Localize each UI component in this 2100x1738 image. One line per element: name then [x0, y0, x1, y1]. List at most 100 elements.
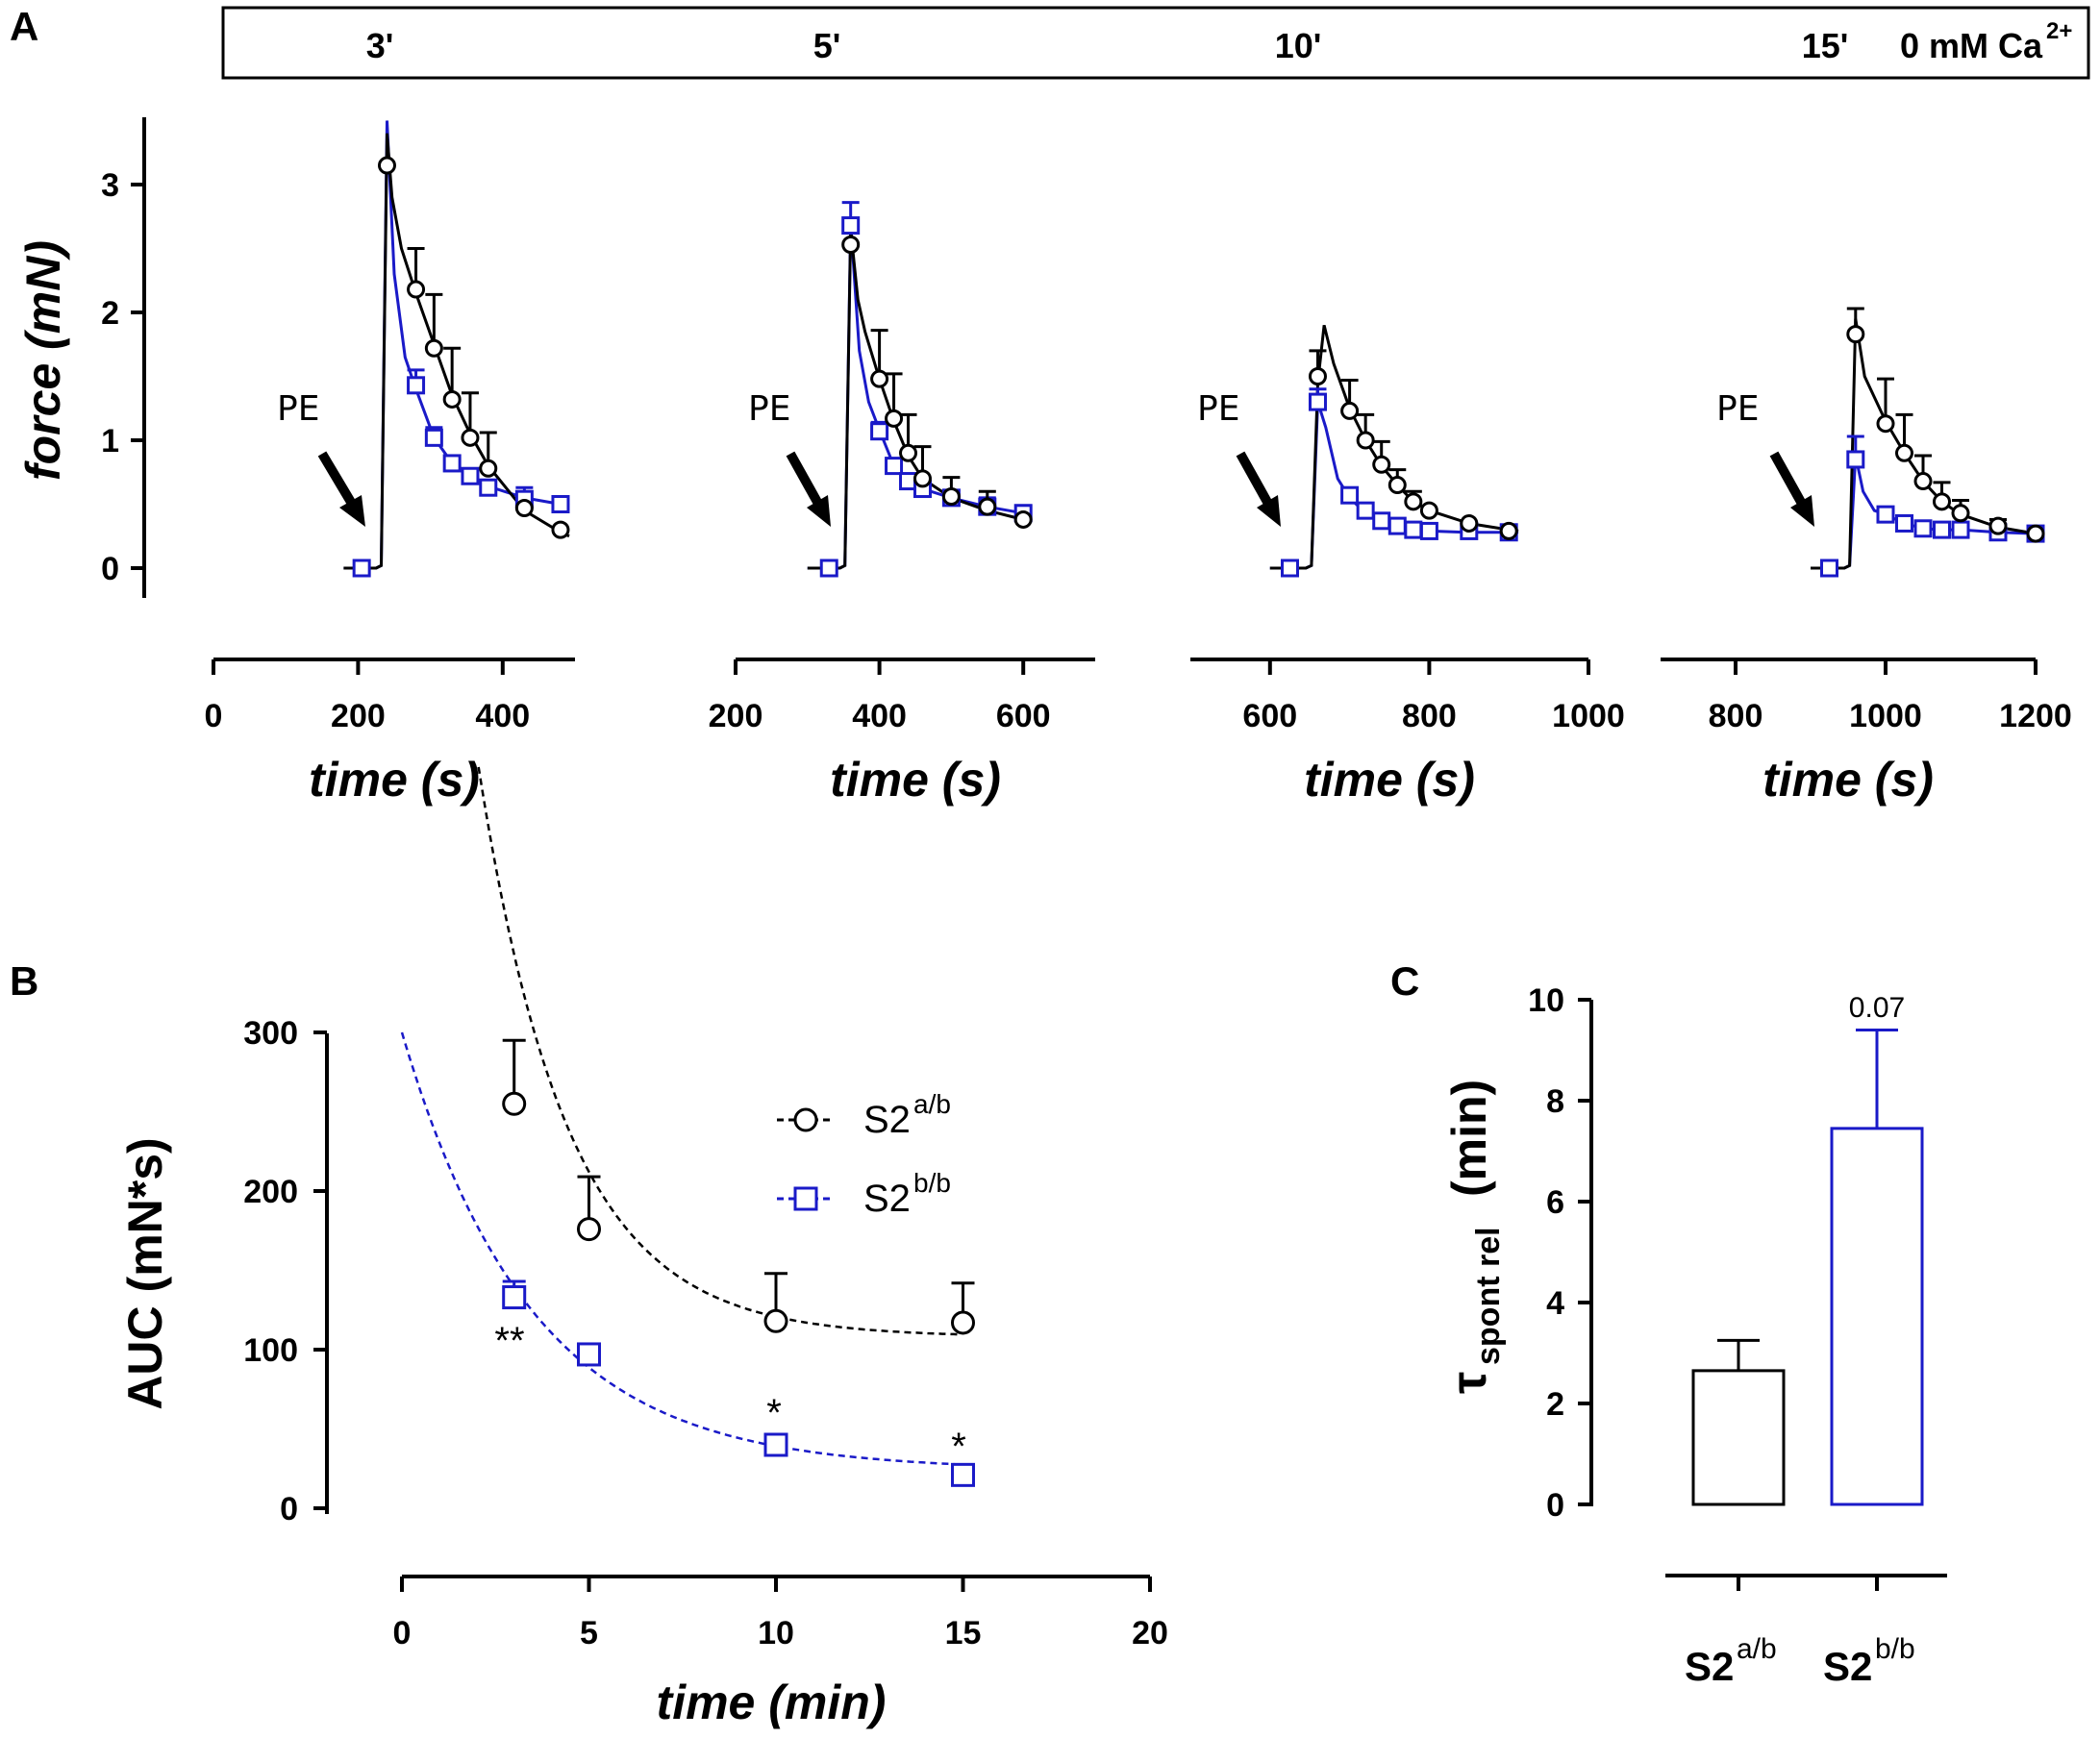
- s2bb-trace: [343, 120, 570, 570]
- s2ab-point: [577, 1217, 601, 1242]
- pe-arrow-15: [1769, 451, 1814, 527]
- c-ytick-label: 4: [1546, 1285, 1564, 1322]
- s2bb-trace: [1811, 455, 2045, 570]
- legend-square-marker: [793, 1186, 818, 1211]
- a-x-axis-label: time (s): [830, 753, 1001, 807]
- b-ytick-label: 200: [243, 1174, 298, 1210]
- a-y-axis-label: force (mN): [16, 240, 70, 481]
- bar-label-5: 5': [813, 26, 841, 65]
- s2bb-point: [819, 559, 838, 578]
- a-subplot-3min: 0 200 400 time (s): [205, 120, 575, 807]
- s2ab-point: [442, 389, 462, 409]
- b-xtick-label: 10: [758, 1615, 794, 1651]
- pe-label-3: PE: [277, 389, 319, 429]
- s2ab-point: [1372, 455, 1391, 474]
- s2bb-point: [1308, 392, 1327, 411]
- s2ab-trace: [343, 133, 570, 570]
- s2bb-point: [1876, 505, 1895, 524]
- legend-sup-s2bb: b/b: [913, 1168, 951, 1198]
- b-legend: S2 a/b S2 b/b: [777, 1089, 951, 1220]
- legend-item-s2bb: S2 b/b: [777, 1168, 951, 1220]
- c-ylabel-unit: (min): [1442, 1080, 1496, 1197]
- s2bb-trace: [807, 222, 1033, 570]
- c-ylabel-tau: τ: [1441, 1372, 1497, 1394]
- s2bb-point: [502, 1285, 527, 1310]
- legend-circle-marker: [793, 1107, 818, 1132]
- c-ytick-label: 6: [1546, 1184, 1564, 1221]
- c-cat-label-s2ab: S2: [1685, 1644, 1734, 1689]
- s2ab-point: [899, 443, 918, 462]
- a-x-axis-label: time (s): [309, 753, 480, 807]
- s2ab-trace: [807, 229, 1033, 570]
- s2ab-point: [1895, 443, 1913, 462]
- s2ab-point: [1356, 431, 1375, 450]
- a-xtick-label: 600: [996, 698, 1051, 734]
- s2bb-point: [577, 1342, 601, 1367]
- c-s2ab-errorbar: [1717, 1338, 1760, 1371]
- a-xtick-label: 200: [709, 698, 763, 734]
- s2ab-point: [407, 280, 426, 299]
- s2ab-point: [502, 1091, 527, 1116]
- a-ytick-label-1: 1: [101, 423, 119, 459]
- c-ytick-label: 8: [1546, 1083, 1564, 1120]
- s2ab-point: [1846, 325, 1865, 344]
- s2bb-point: [841, 216, 861, 236]
- s2bb-point: [1820, 559, 1838, 578]
- s2ab-point: [2026, 524, 2045, 543]
- s2bb-point: [461, 466, 480, 485]
- bar-label-15: 15': [1802, 26, 1849, 65]
- s2ab-point: [941, 487, 961, 507]
- c-bar-s2ab: [1691, 1369, 1786, 1506]
- sig-10min: *: [766, 1392, 782, 1434]
- s2ab-point: [514, 498, 534, 517]
- s2bb-point: [551, 495, 570, 513]
- legend-item-s2ab: S2 a/b: [777, 1089, 951, 1141]
- s2bb-point: [870, 422, 889, 441]
- s2ab-point: [1404, 492, 1423, 511]
- c-cat-sup-s2ab: a/b: [1737, 1633, 1777, 1665]
- c-bar-s2bb: [1830, 1127, 1924, 1506]
- s2bb-point: [1281, 559, 1299, 578]
- s2ab-point: [763, 1308, 788, 1333]
- panel-a-label: A: [10, 4, 38, 49]
- s2ab-point: [461, 428, 480, 447]
- sig-15min: *: [951, 1426, 966, 1468]
- s2bb-point: [352, 559, 371, 578]
- pe-arrow-5: [786, 451, 831, 527]
- a-xtick-label: 600: [1242, 698, 1297, 734]
- s2ab-point: [1013, 509, 1033, 529]
- s2bb-point: [407, 376, 426, 395]
- a-subplot-5min: 200 400 600 time (s): [709, 201, 1095, 807]
- a-xtick-label: 1000: [1552, 698, 1625, 734]
- s2bb-point: [424, 428, 443, 447]
- c-y-axis-label: τ spont rel (min): [1441, 1080, 1507, 1394]
- a-ytick-label-3: 3: [101, 167, 119, 204]
- s2ab-point: [1988, 516, 2008, 535]
- a-xtick-label: 800: [1402, 698, 1457, 734]
- s2ab-point: [1933, 492, 1951, 511]
- a-xtick-label: 800: [1709, 698, 1763, 734]
- a-xtick-label: 1200: [1999, 698, 2072, 734]
- c-category-labels: S2 a/b S2 b/b: [1685, 1633, 1915, 1689]
- a-xtick-label: 400: [852, 698, 907, 734]
- pe-label-5: PE: [748, 389, 790, 429]
- bar-label-3: 3': [366, 26, 394, 65]
- c-cat-sup-s2bb: b/b: [1875, 1633, 1915, 1665]
- condition-bar: [221, 6, 2090, 80]
- bar-condition-sup: 2+: [2046, 18, 2072, 44]
- s2ab-point: [978, 497, 997, 516]
- s2ab-point: [424, 338, 443, 358]
- a-subplot-10min: 600 800 1000 time (s): [1190, 324, 1625, 807]
- c-s2bb-errorbar: [1856, 1029, 1898, 1129]
- s2bb-point: [1404, 520, 1423, 539]
- s2ab-point: [885, 409, 904, 428]
- s2ab-point: [479, 459, 498, 478]
- b-xtick-label: 0: [393, 1615, 412, 1651]
- s2bb-point: [442, 454, 462, 473]
- s2bb-point: [1933, 520, 1951, 539]
- b-xtick-label: 5: [580, 1615, 598, 1651]
- s2bb-point: [885, 457, 904, 476]
- panel-b-label: B: [10, 958, 38, 1004]
- s2ab-point: [1951, 504, 1970, 523]
- pe-label-15: PE: [1716, 389, 1759, 429]
